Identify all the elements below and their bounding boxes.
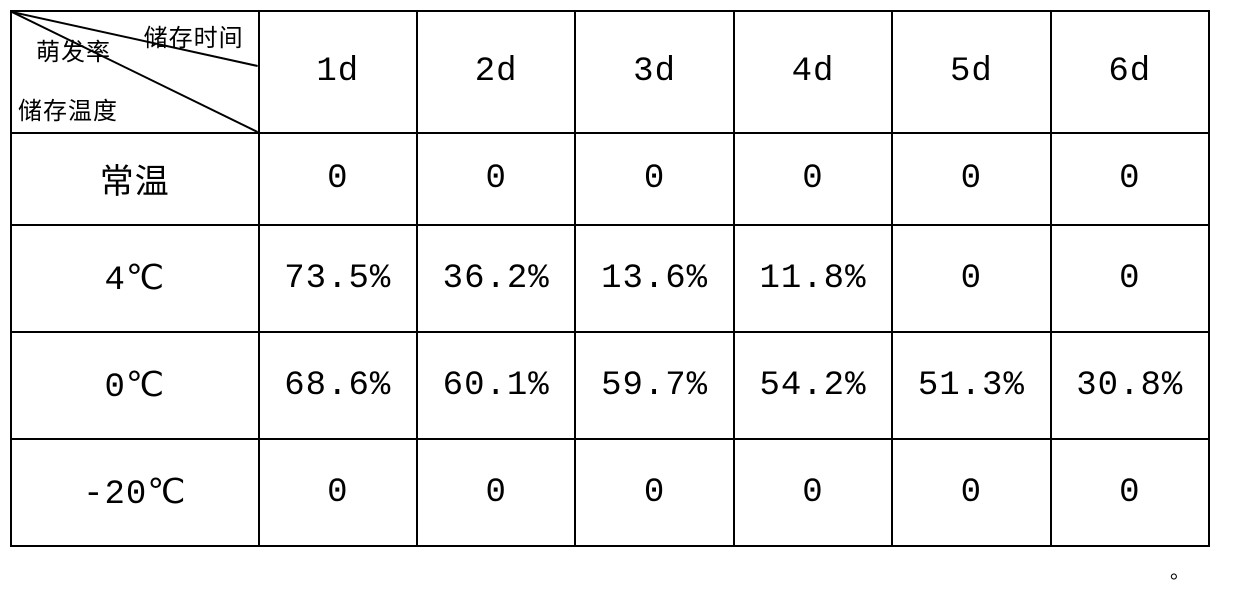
row-label: -20℃ bbox=[11, 439, 259, 546]
footer-period-mark: 。 bbox=[10, 547, 1210, 584]
data-cell: 0 bbox=[259, 133, 417, 225]
data-cell: 0 bbox=[734, 439, 892, 546]
data-cell: 0 bbox=[892, 225, 1050, 332]
row-label: 常温 bbox=[11, 133, 259, 225]
data-cell: 0 bbox=[1051, 439, 1209, 546]
data-cell: 13.6% bbox=[575, 225, 733, 332]
data-cell: 68.6% bbox=[259, 332, 417, 439]
data-cell: 54.2% bbox=[734, 332, 892, 439]
data-cell: 0 bbox=[575, 133, 733, 225]
table-row: 0℃ 68.6% 60.1% 59.7% 54.2% 51.3% 30.8% bbox=[11, 332, 1209, 439]
data-cell: 0 bbox=[259, 439, 417, 546]
table-header-row: 萌发率 储存时间 储存温度 1d 2d 3d 4d 5d 6d bbox=[11, 11, 1209, 133]
data-table-container: 萌发率 储存时间 储存温度 1d 2d 3d 4d 5d 6d 常温 0 0 0… bbox=[10, 10, 1210, 584]
col-header: 2d bbox=[417, 11, 575, 133]
data-cell: 30.8% bbox=[1051, 332, 1209, 439]
data-cell: 0 bbox=[1051, 225, 1209, 332]
data-cell: 0 bbox=[417, 439, 575, 546]
diagonal-header-cell: 萌发率 储存时间 储存温度 bbox=[11, 11, 259, 133]
data-cell: 51.3% bbox=[892, 332, 1050, 439]
data-cell: 0 bbox=[1051, 133, 1209, 225]
data-cell: 73.5% bbox=[259, 225, 417, 332]
col-header: 4d bbox=[734, 11, 892, 133]
row-label: 4℃ bbox=[11, 225, 259, 332]
col-header: 6d bbox=[1051, 11, 1209, 133]
table-row: 常温 0 0 0 0 0 0 bbox=[11, 133, 1209, 225]
data-cell: 0 bbox=[417, 133, 575, 225]
data-cell: 0 bbox=[892, 133, 1050, 225]
col-header: 1d bbox=[259, 11, 417, 133]
row-label: 0℃ bbox=[11, 332, 259, 439]
data-cell: 59.7% bbox=[575, 332, 733, 439]
data-cell: 0 bbox=[575, 439, 733, 546]
table-row: -20℃ 0 0 0 0 0 0 bbox=[11, 439, 1209, 546]
data-cell: 0 bbox=[892, 439, 1050, 546]
germination-table: 萌发率 储存时间 储存温度 1d 2d 3d 4d 5d 6d 常温 0 0 0… bbox=[10, 10, 1210, 547]
data-cell: 36.2% bbox=[417, 225, 575, 332]
col-header: 5d bbox=[892, 11, 1050, 133]
data-cell: 60.1% bbox=[417, 332, 575, 439]
header-label-rate: 萌发率 bbox=[36, 32, 111, 67]
data-cell: 11.8% bbox=[734, 225, 892, 332]
data-cell: 0 bbox=[734, 133, 892, 225]
header-label-temp: 储存温度 bbox=[18, 91, 118, 126]
table-row: 4℃ 73.5% 36.2% 13.6% 11.8% 0 0 bbox=[11, 225, 1209, 332]
header-label-time: 储存时间 bbox=[144, 18, 244, 53]
col-header: 3d bbox=[575, 11, 733, 133]
